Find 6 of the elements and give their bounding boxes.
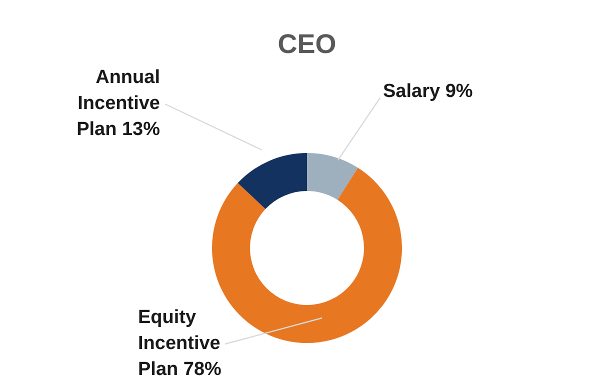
chart-title: CEO [278,29,336,59]
slice-label: Equity Incentive Plan 78% [138,307,222,380]
donut-slice [238,153,307,209]
donut-slice [307,153,358,200]
slice-label: Salary 9% [383,81,473,102]
slice-label: Annual Incentive Plan 13% [76,67,160,140]
